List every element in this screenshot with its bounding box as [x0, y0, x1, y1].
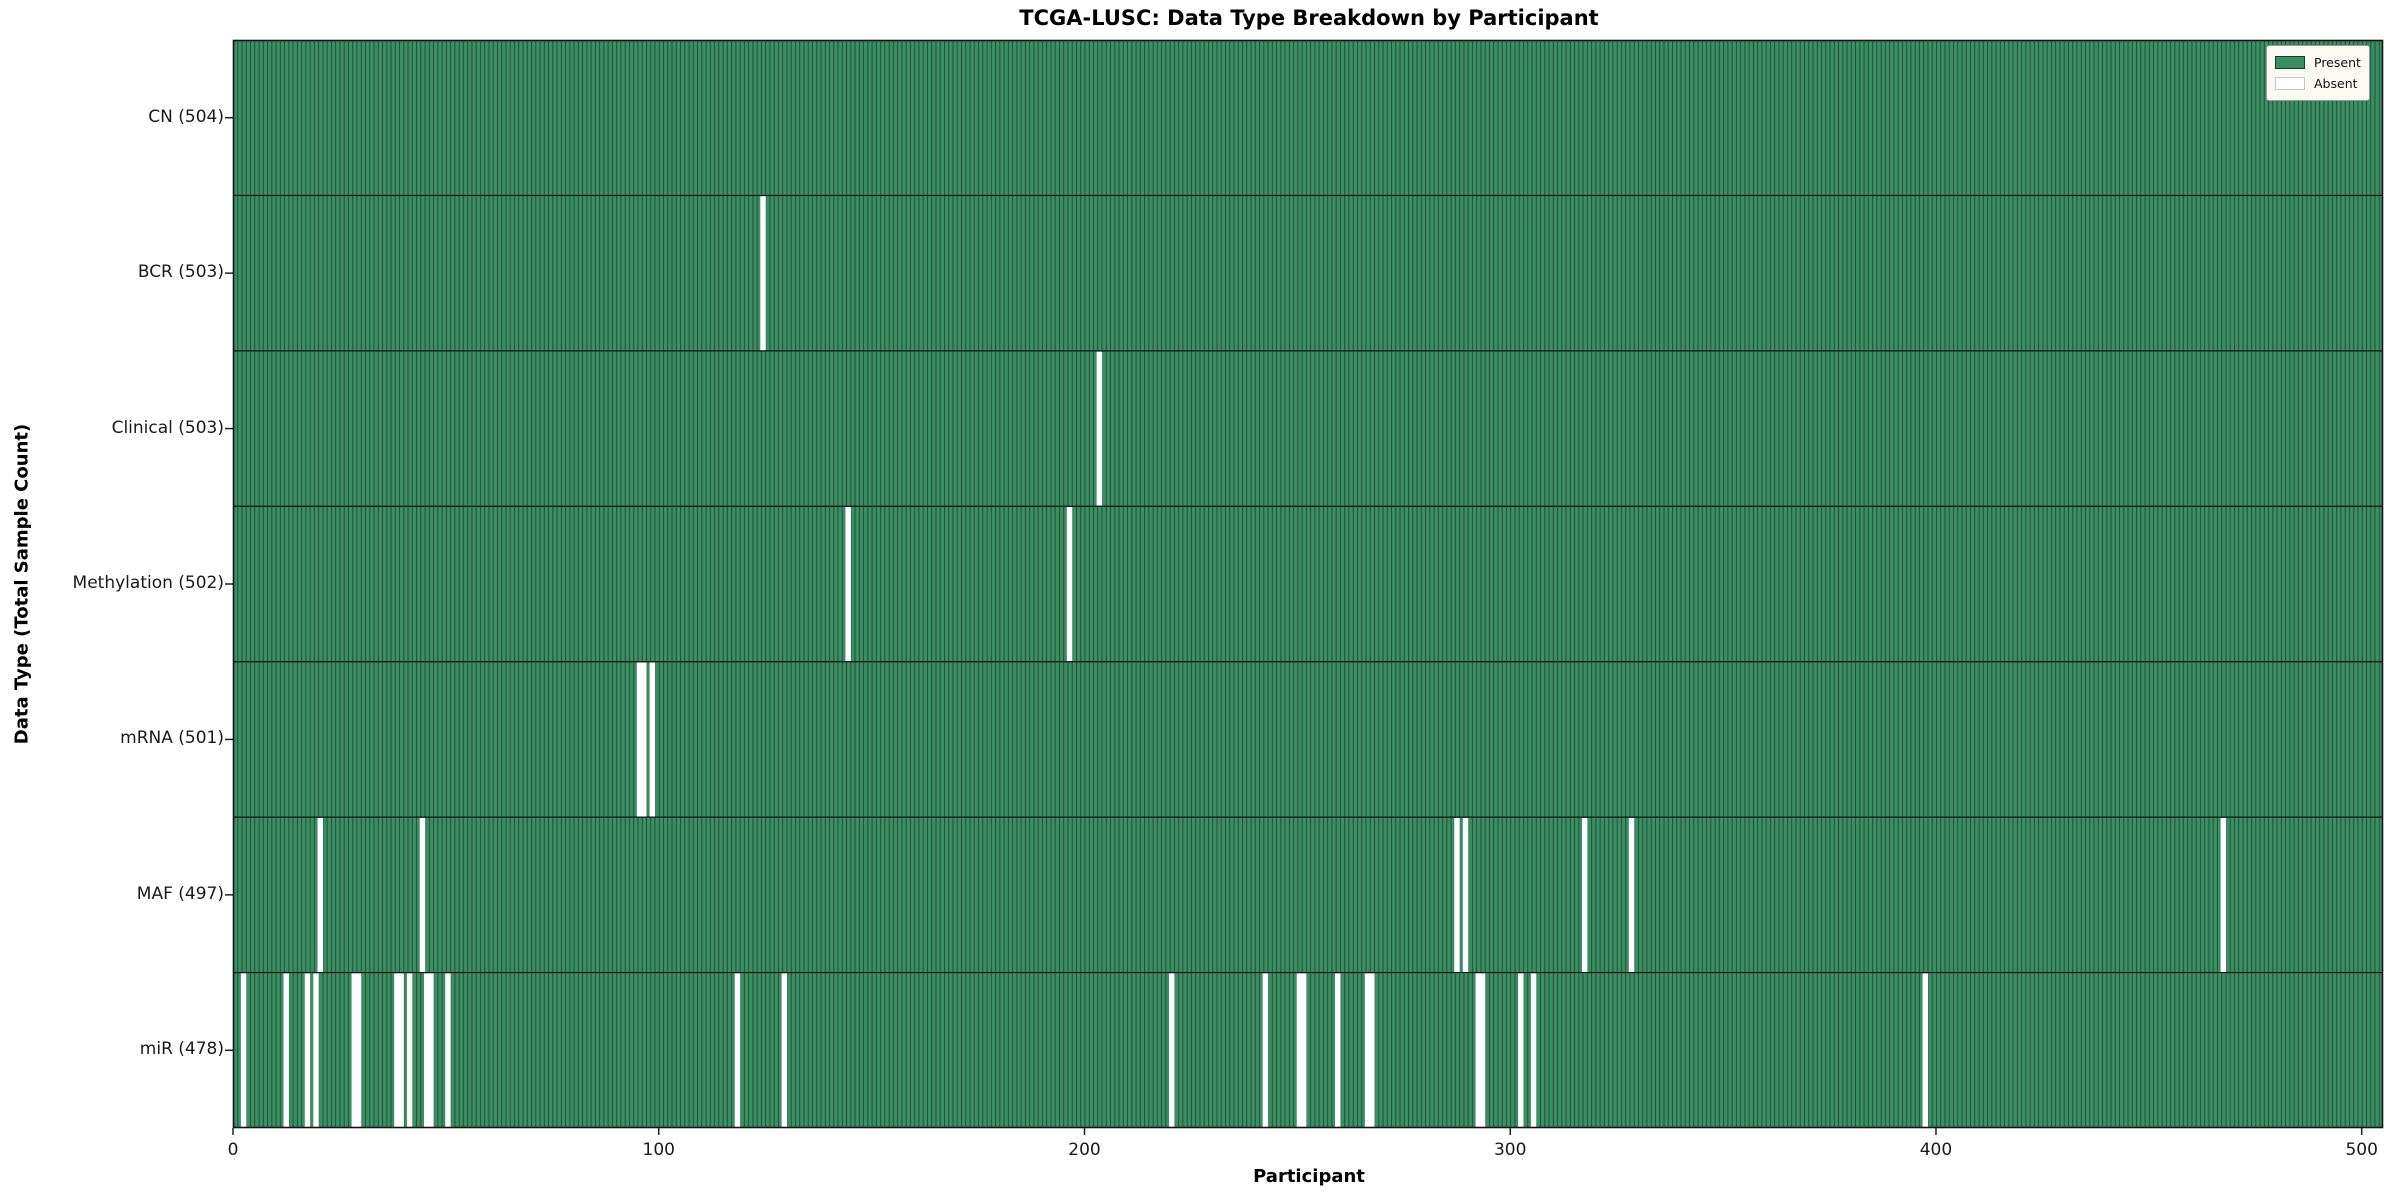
y-tick-label: Methylation (502): [72, 573, 224, 593]
absent-stripe: [1369, 973, 1375, 1128]
absent-stripe: [1096, 351, 1103, 506]
absent-stripe: [1475, 973, 1482, 1128]
absent-stripe: [1582, 817, 1588, 972]
absent-stripe: [351, 973, 358, 1128]
x-tick-label: 500: [2345, 1140, 2378, 1160]
plot-area: [225, 39, 2384, 1135]
absent-stripe: [1335, 973, 1341, 1128]
y-tick-label: CN (504): [148, 106, 224, 127]
x-tick-label: 100: [642, 1140, 675, 1160]
legend-item-absent: Absent: [2275, 73, 2361, 94]
absent-stripe: [1301, 973, 1307, 1128]
absent-stripe: [419, 817, 426, 972]
absent-stripe: [845, 507, 851, 662]
legend-item-present: Present: [2275, 52, 2361, 73]
absent-stripe: [317, 817, 324, 972]
absent-stripe: [1479, 973, 1486, 1128]
absent-stripe: [355, 973, 362, 1128]
absent-stripe: [1262, 973, 1269, 1128]
absent-stripe: [781, 973, 788, 1128]
chart-title: TCGA-LUSC: Data Type Breakdown by Partic…: [1019, 6, 1599, 30]
absent-stripe: [406, 973, 413, 1128]
bar-field: [233, 40, 2383, 1128]
absent-stripe: [240, 973, 247, 1128]
y-axis-label: Data Type (Total Sample Count): [11, 423, 33, 745]
absent-stripe: [641, 662, 647, 817]
legend: Present Absent: [2266, 45, 2370, 101]
absent-stripe: [649, 662, 656, 817]
absent-swatch: [2275, 77, 2305, 90]
absent-stripe: [1462, 817, 1469, 972]
absent-stripe: [1628, 817, 1635, 972]
absent-stripe: [423, 973, 430, 1128]
absent-stripe: [283, 973, 289, 1128]
y-tick-label: BCR (503): [137, 262, 224, 283]
y-tick-label: mRNA (501): [120, 728, 224, 749]
absent-stripe: [1296, 973, 1303, 1128]
absent-stripe: [394, 973, 400, 1128]
absent-stripe: [1518, 973, 1524, 1128]
y-tick-label: miR (478): [139, 1039, 224, 1060]
absent-stripe: [398, 973, 404, 1128]
absent-stripe: [1364, 973, 1371, 1128]
x-tick-label: 400: [1919, 1140, 1953, 1160]
absent-stripe: [760, 196, 766, 351]
absent-stripe: [445, 973, 451, 1128]
absent-stripe: [2220, 817, 2227, 972]
absent-stripe: [734, 973, 741, 1128]
absent-stripe: [1530, 973, 1537, 1128]
legend-label-present: Present: [2314, 55, 2361, 70]
x-axis-label: Participant: [1253, 1166, 1365, 1187]
absent-stripe: [428, 973, 434, 1128]
absent-stripe: [636, 662, 643, 817]
y-tick-label: MAF (497): [136, 883, 224, 904]
legend-label-absent: Absent: [2314, 76, 2358, 91]
absent-stripe: [304, 973, 311, 1128]
y-tick-label: Clinical (503): [111, 417, 224, 438]
plot-border: [232, 39, 2384, 1129]
absent-stripe: [1169, 973, 1175, 1128]
absent-stripe: [1066, 507, 1073, 662]
present-swatch: [2275, 56, 2305, 69]
x-tick-label: 300: [1493, 1140, 1527, 1160]
absent-stripe: [1922, 973, 1929, 1128]
x-tick-label: 0: [227, 1140, 239, 1160]
absent-stripe: [313, 973, 319, 1128]
x-tick-label: 200: [1068, 1140, 1101, 1160]
absent-stripe: [1454, 817, 1460, 972]
